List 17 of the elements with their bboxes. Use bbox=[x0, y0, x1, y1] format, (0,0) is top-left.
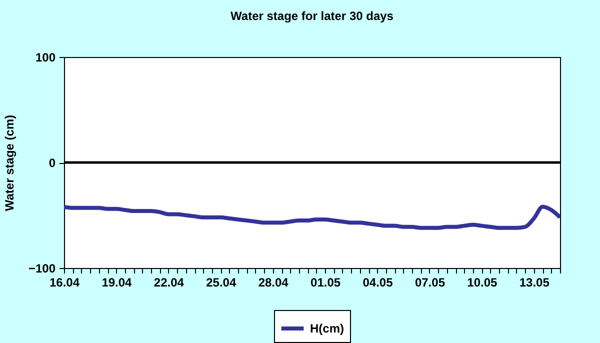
x-tick-label: 22.04 bbox=[154, 276, 184, 290]
line-series bbox=[64, 204, 560, 230]
x-tick-label: 07.05 bbox=[414, 276, 446, 290]
y-axis-title: Water stage (cm) bbox=[2, 114, 16, 212]
x-tick-label: 10.05 bbox=[467, 276, 498, 290]
chart-title: Water stage for later 30 days bbox=[230, 9, 394, 23]
y-tick-label: 100 bbox=[35, 50, 56, 64]
x-tick-label: 16.04 bbox=[49, 276, 80, 290]
y-tick-label: 0 bbox=[48, 156, 56, 170]
x-tick-label: 13.05 bbox=[519, 276, 550, 290]
x-tick-label: 19.04 bbox=[102, 276, 132, 290]
x-tick-label: 01.05 bbox=[310, 276, 341, 290]
x-tick-label: 25.04 bbox=[206, 276, 236, 290]
x-tick-label: 28.04 bbox=[258, 276, 289, 290]
legend-label: H(cm) bbox=[310, 322, 344, 336]
y-tick-label: −100 bbox=[28, 262, 56, 276]
x-tick-label: 04.05 bbox=[362, 276, 394, 290]
